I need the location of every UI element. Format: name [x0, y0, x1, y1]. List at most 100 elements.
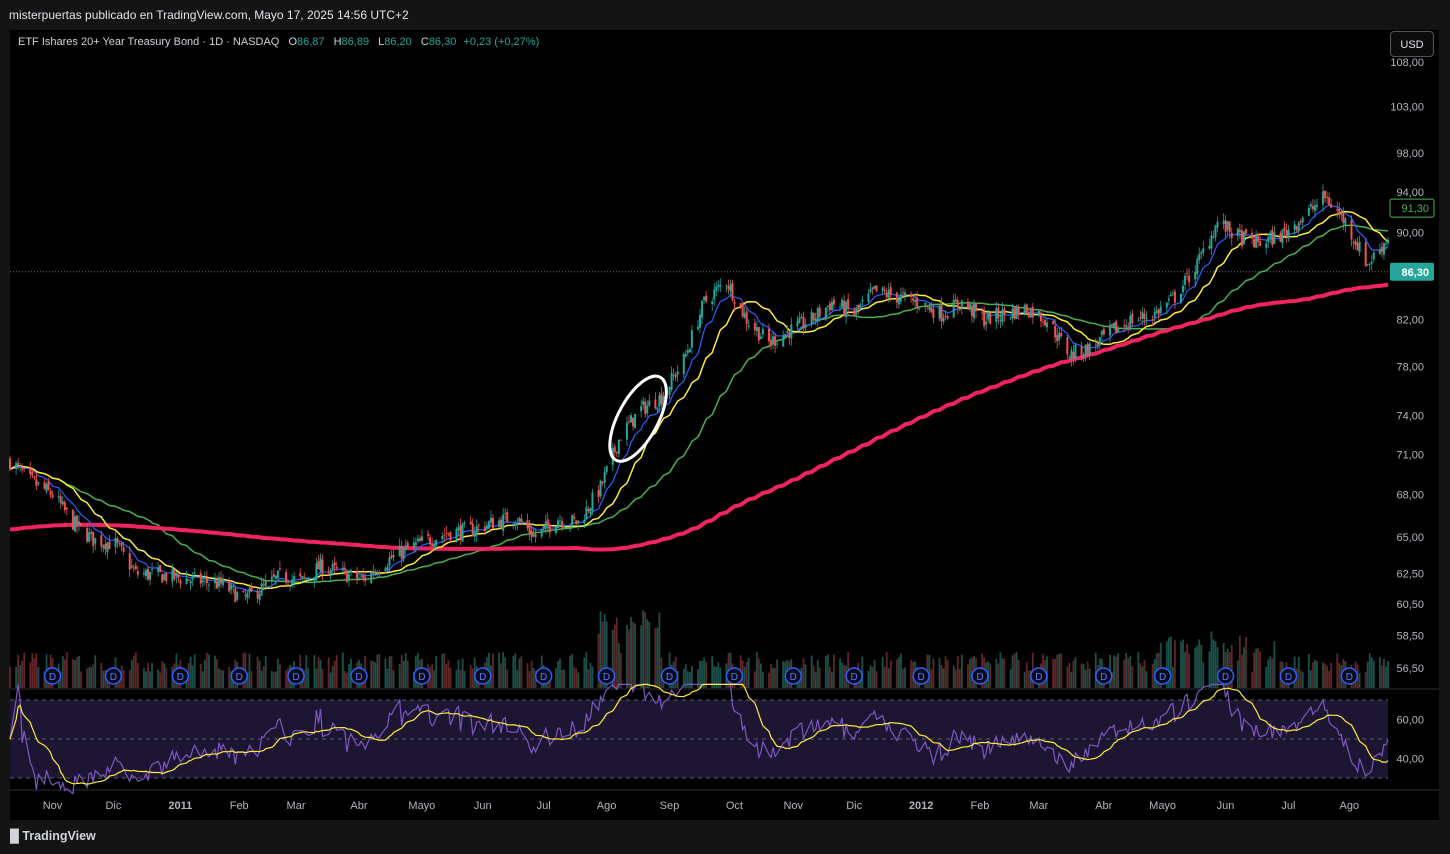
volume-bar [1328, 670, 1331, 688]
candle-body [1212, 236, 1215, 239]
dividend-circle [534, 667, 553, 685]
volume-bar [220, 669, 222, 688]
volume-bar [1013, 653, 1016, 688]
candle-body [341, 567, 344, 571]
candle-body [455, 528, 458, 542]
currency-button[interactable]: USD [1390, 31, 1434, 57]
volume-bar [390, 655, 393, 688]
volume-bar [557, 661, 559, 688]
volume-bar [1202, 662, 1205, 688]
candle-body [45, 484, 48, 492]
candle-body [80, 522, 83, 526]
time-axis[interactable]: Nov Dic 2011 Feb Mar Abr Mayo Jun Jul Ago Sep Oct No… [43, 800, 1359, 812]
candle-body [832, 299, 835, 305]
volume-bar [1253, 652, 1255, 688]
candle-body [603, 472, 606, 483]
volume-bar [80, 671, 82, 688]
candle-body [711, 301, 714, 304]
candle-body [500, 519, 503, 528]
candle-body [73, 516, 76, 532]
candle-body [768, 328, 771, 342]
candle-body [601, 482, 604, 484]
candle-body [165, 573, 168, 582]
candle-body [916, 298, 919, 307]
volume-bar [1307, 654, 1310, 688]
candle-body [1326, 197, 1329, 198]
volume-bar [17, 654, 20, 688]
candle-body [1157, 309, 1160, 315]
candle-body [347, 574, 350, 581]
dividend-marker: D [230, 667, 248, 685]
time-tick-label: Mar [287, 800, 306, 812]
candle-body [987, 312, 990, 320]
candle-body [985, 321, 988, 325]
time-tick-label: Ago [1340, 800, 1360, 812]
volume-bar [59, 671, 62, 688]
dividend-marker: D [597, 667, 616, 685]
volume-bar [532, 668, 535, 688]
price-axis[interactable]: 56,50 58,50 60,50 62,50 65,00 68,00 71,00 74,00… [1389, 57, 1435, 675]
candle-body [1082, 355, 1085, 359]
dividend-circle [43, 667, 62, 685]
candle-body [526, 519, 529, 529]
candle-body [404, 545, 407, 550]
rsi-tick-label: 40,00 [1396, 754, 1424, 766]
candle-body [676, 371, 679, 375]
candle-body [256, 590, 259, 599]
volume-bar [303, 670, 306, 688]
candle-body [1244, 229, 1247, 234]
dividend-circle [473, 667, 492, 685]
candle-body [118, 543, 121, 545]
dividend-letter: D [731, 672, 738, 683]
tv-logo-text: TradingView [22, 829, 96, 843]
candle-body [213, 579, 216, 584]
price-tick-label: 65,00 [1396, 532, 1424, 544]
candle-body [895, 292, 898, 303]
volume-bar [699, 660, 701, 688]
candle-body [47, 481, 50, 490]
candle-body [532, 533, 535, 537]
sma-price-label: 91,30 [1401, 203, 1429, 215]
volume-bar [932, 658, 935, 688]
candle-body [151, 569, 154, 571]
candle-body [1011, 308, 1014, 319]
candle-body [1066, 337, 1069, 355]
volume-bar [392, 670, 395, 688]
tradingview-logo[interactable]: █ TradingView [10, 829, 96, 843]
candle-body [1113, 322, 1116, 327]
candle-body [65, 507, 68, 510]
candle-body [556, 520, 559, 528]
volume-bar [676, 670, 679, 688]
candle-body [1188, 275, 1191, 283]
candle-body [587, 508, 590, 511]
dividend-circle [350, 667, 368, 685]
candle-body [475, 526, 478, 535]
candle-body [914, 299, 917, 302]
candle-body [1100, 331, 1103, 336]
candle-body [847, 299, 850, 309]
dividend-letter: D [1285, 672, 1292, 683]
time-tick-label: Jun [1217, 800, 1235, 812]
candle-body [406, 542, 409, 548]
volume-bar [875, 671, 878, 688]
volume-bar [370, 660, 373, 688]
candle-body [938, 305, 941, 319]
symbol-legend: ETF Ishares 20+ Year Treasury Bond · 1D … [18, 36, 539, 48]
volume-bar [575, 668, 578, 688]
candle-body [1309, 204, 1312, 207]
candle-body [1155, 310, 1158, 314]
candle-body [960, 300, 963, 308]
candle-body [1238, 229, 1241, 232]
candle-body [287, 583, 290, 585]
candle-body [818, 307, 821, 317]
candle-body [185, 578, 188, 584]
volume-bar [65, 652, 68, 688]
volume-bar [199, 664, 202, 688]
chart-panel[interactable] [10, 30, 1439, 820]
candle-body [400, 546, 403, 559]
volume-bar [218, 668, 220, 688]
candle-body [591, 492, 594, 511]
candle-body [1009, 316, 1012, 318]
